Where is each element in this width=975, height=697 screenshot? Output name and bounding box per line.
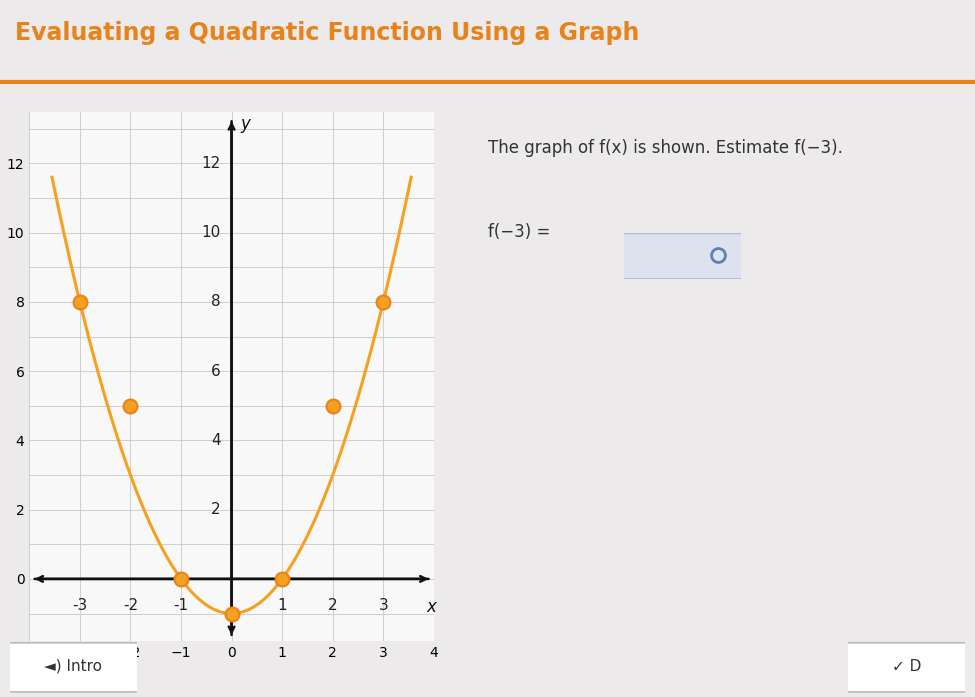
Text: 2: 2 — [328, 598, 337, 613]
Text: ◄) Intro: ◄) Intro — [44, 659, 102, 674]
Text: The graph of f(x) is shown. Estimate f(−3).: The graph of f(x) is shown. Estimate f(−… — [488, 139, 842, 158]
FancyBboxPatch shape — [618, 233, 745, 279]
Text: ✓ D: ✓ D — [892, 659, 921, 674]
Text: 8: 8 — [211, 294, 220, 309]
Text: -2: -2 — [123, 598, 138, 613]
Text: Evaluating a Quadratic Function Using a Graph: Evaluating a Quadratic Function Using a … — [15, 22, 639, 45]
Text: 12: 12 — [201, 156, 220, 171]
Text: f(−3) =: f(−3) = — [488, 223, 550, 241]
Text: 4: 4 — [211, 433, 220, 448]
FancyBboxPatch shape — [844, 643, 969, 692]
Text: -3: -3 — [72, 598, 88, 613]
Text: 2: 2 — [211, 502, 220, 517]
Text: 1: 1 — [277, 598, 287, 613]
Text: x: x — [426, 598, 436, 616]
FancyBboxPatch shape — [6, 643, 140, 692]
Text: 3: 3 — [378, 598, 388, 613]
Text: 10: 10 — [201, 225, 220, 240]
Text: y: y — [241, 115, 251, 133]
Text: -1: -1 — [174, 598, 188, 613]
Text: 6: 6 — [211, 364, 220, 378]
